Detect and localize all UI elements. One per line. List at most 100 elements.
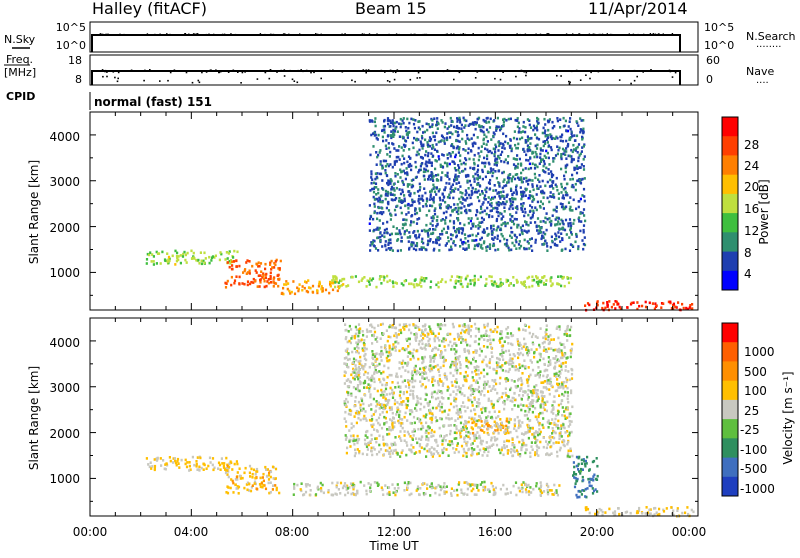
- range-cell: [503, 160, 506, 164]
- range-cell: [497, 248, 500, 251]
- range-cell: [473, 483, 476, 487]
- range-cell: [451, 160, 454, 163]
- range-cell: [508, 367, 511, 371]
- range-cell: [432, 384, 435, 387]
- range-cell: [584, 487, 587, 491]
- range-cell: [466, 493, 469, 496]
- range-cell: [542, 374, 545, 378]
- range-cell: [451, 183, 454, 186]
- range-cell: [365, 430, 368, 434]
- range-cell: [455, 381, 458, 384]
- range-cell: [474, 340, 477, 343]
- range-cell: [656, 513, 659, 517]
- range-cell: [558, 364, 561, 368]
- range-cell: [290, 290, 293, 294]
- nsky-sample: [578, 33, 581, 35]
- range-cell: [378, 196, 381, 200]
- nsky-sample: [601, 34, 604, 36]
- range-cell: [563, 149, 566, 152]
- range-cell: [533, 155, 536, 159]
- range-cell: [479, 428, 482, 432]
- range-cell: [511, 400, 514, 403]
- range-cell: [399, 249, 402, 252]
- range-cell: [442, 211, 445, 215]
- range-cell: [340, 284, 343, 287]
- range-cell: [551, 427, 554, 430]
- range-cell: [513, 354, 516, 358]
- range-cell: [499, 190, 502, 194]
- range-cell: [458, 127, 461, 130]
- range-cell: [272, 484, 275, 487]
- range-cell: [365, 358, 368, 362]
- range-cell: [581, 138, 584, 141]
- range-cell: [447, 236, 450, 239]
- nave-sample: [289, 69, 291, 72]
- range-cell: [428, 337, 431, 341]
- range-cell: [198, 262, 201, 265]
- range-cell: [535, 275, 538, 278]
- range-cell: [550, 284, 553, 288]
- range-cell: [226, 257, 229, 260]
- range-cell: [318, 280, 321, 284]
- range-cell: [466, 374, 469, 378]
- range-cell: [486, 431, 489, 435]
- range-cell: [461, 137, 464, 141]
- range-cell: [354, 448, 357, 452]
- range-cell: [255, 467, 259, 471]
- range-cell: [395, 149, 398, 152]
- range-cell: [225, 469, 228, 472]
- range-cell: [421, 237, 424, 241]
- range-cell: [460, 341, 463, 344]
- range-cell: [433, 247, 436, 251]
- range-cell: [482, 125, 485, 129]
- range-cell: [364, 353, 367, 356]
- range-cell: [379, 448, 383, 451]
- range-cell: [408, 121, 411, 125]
- range-cell: [335, 277, 338, 280]
- range-cell: [518, 489, 521, 493]
- range-cell: [330, 493, 333, 497]
- range-cell: [377, 191, 380, 195]
- range-cell: [252, 281, 255, 284]
- range-cell: [397, 155, 400, 159]
- nave-sample: [240, 82, 242, 84]
- range-cell: [420, 197, 423, 201]
- range-cell: [412, 397, 415, 400]
- range-cell: [516, 125, 519, 129]
- nsky-sample: [414, 33, 416, 36]
- range-cell: [386, 280, 389, 284]
- range-cell: [271, 488, 274, 491]
- range-cell: [583, 155, 586, 158]
- range-cell: [395, 227, 398, 230]
- range-cell: [571, 157, 574, 161]
- range-cell: [481, 192, 484, 195]
- range-cell: [378, 352, 381, 356]
- range-cell: [479, 238, 482, 241]
- range-cell: [415, 489, 418, 492]
- range-cell: [578, 216, 581, 219]
- range-cell: [420, 421, 423, 425]
- nave-sample: [332, 69, 334, 72]
- range-cell: [549, 195, 552, 198]
- range-cell: [502, 483, 505, 487]
- nsky-tick-top: 10^5: [56, 21, 86, 34]
- range-cell: [394, 326, 398, 330]
- nsky-sample: [272, 33, 275, 36]
- range-cell: [441, 443, 444, 446]
- range-cell: [384, 416, 387, 420]
- range-cell: [455, 404, 458, 408]
- range-cell: [572, 158, 575, 161]
- nsky-panel: N.Sky 10^5 10^0 10^5 10^0 N.Search .....…: [4, 21, 796, 53]
- range-cell: [465, 455, 468, 458]
- nave-sample: [671, 76, 674, 78]
- range-cell: [513, 130, 516, 133]
- range-cell: [451, 209, 454, 213]
- range-cell: [375, 453, 379, 456]
- range-cell: [415, 138, 418, 142]
- range-cell: [392, 183, 395, 186]
- range-cell: [453, 348, 456, 351]
- range-cell: [391, 165, 394, 169]
- nsky-sample: [97, 34, 100, 36]
- range-cell: [529, 404, 532, 408]
- range-cell: [542, 160, 546, 163]
